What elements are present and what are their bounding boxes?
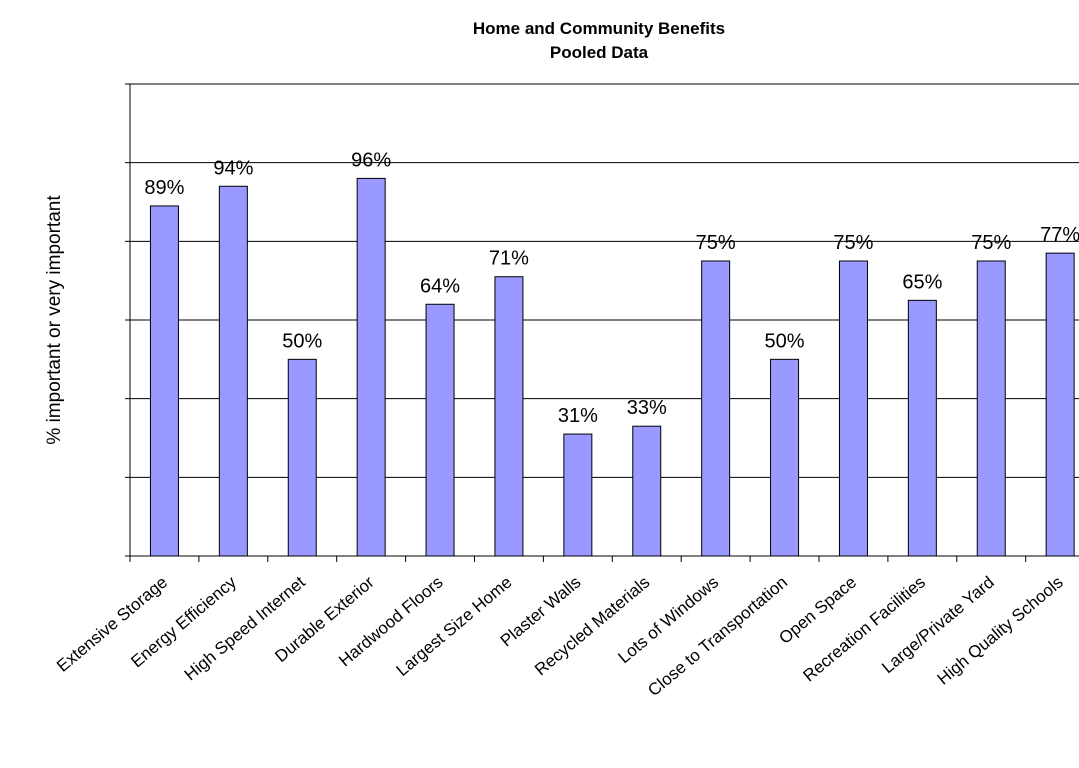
- bar: [356, 177, 386, 557]
- category-label: Extensive Storage: [53, 573, 171, 676]
- category-label: Recreation Facilities: [799, 573, 928, 686]
- chart-title: Home and Community Benefits: [473, 19, 725, 38]
- category-label: High Quality Schools: [934, 573, 1067, 689]
- category-label: High Speed Internet: [181, 572, 309, 684]
- data-label: 50%: [765, 330, 805, 352]
- y-axis-label: % important or very important: [44, 195, 65, 445]
- category-label: Recycled Materials: [531, 573, 653, 680]
- axes: [125, 83, 1079, 562]
- data-label: 75%: [696, 232, 736, 254]
- data-label: 77%: [1040, 224, 1079, 246]
- bar: [287, 358, 317, 557]
- bar: [563, 433, 593, 557]
- data-label: 33%: [627, 397, 667, 419]
- bar: [1045, 252, 1075, 557]
- data-label: 75%: [833, 232, 873, 254]
- data-label: 71%: [489, 248, 529, 270]
- data-label: 64%: [420, 275, 460, 297]
- bar: [838, 260, 868, 557]
- data-label: 96%: [351, 149, 391, 171]
- bars: [149, 177, 1075, 557]
- category-label: Close to Transportation: [644, 573, 791, 701]
- chart-subtitle: Pooled Data: [550, 43, 649, 62]
- data-label: 31%: [558, 405, 598, 427]
- data-label: 89%: [144, 177, 184, 199]
- data-label: 65%: [902, 271, 942, 293]
- category-label: Large/Private Yard: [878, 573, 998, 678]
- bar: [494, 276, 524, 557]
- bar: [907, 299, 937, 557]
- bar: [425, 303, 455, 557]
- bar: [218, 185, 248, 557]
- bar: [149, 205, 179, 557]
- data-label: 50%: [282, 330, 322, 352]
- data-label: 94%: [213, 157, 253, 179]
- data-labels: 89% 94% 50% 96% 64% 71% 31% 33% 75% 50% 75% 65% 75% 7…: [144, 149, 1079, 427]
- data-label: 75%: [971, 232, 1011, 254]
- bar: [632, 425, 662, 557]
- bar: [770, 358, 800, 557]
- category-label: Largest Size Home: [393, 573, 516, 680]
- bar: [976, 260, 1006, 557]
- bar: [701, 260, 731, 557]
